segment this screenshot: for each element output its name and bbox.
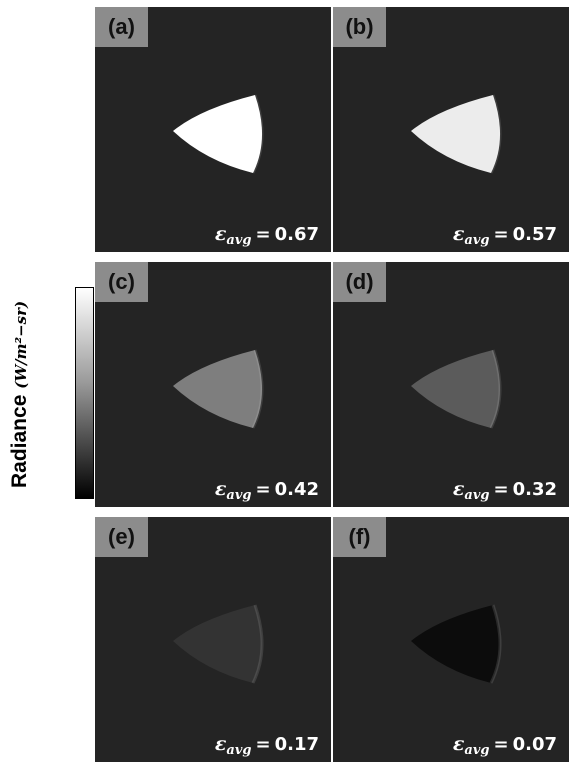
triangle-specimen xyxy=(173,349,264,429)
equals-sign: = xyxy=(493,734,509,755)
triangle-specimen-edge xyxy=(489,349,502,429)
panel-label: (e) xyxy=(108,524,135,549)
emissivity-value: 0.57 xyxy=(512,224,557,245)
equals-sign: = xyxy=(493,224,509,245)
colorbar-title-text: Radiance xyxy=(8,394,31,488)
emissivity-annotation: εavg = 0.17 xyxy=(215,733,319,758)
panel-label-box: (a) xyxy=(95,7,148,47)
epsilon-subscript: avg xyxy=(464,233,490,248)
epsilon-symbol: ε xyxy=(452,478,465,500)
panel-label: (c) xyxy=(108,269,135,294)
epsilon-subscript: avg xyxy=(226,743,252,758)
epsilon-subscript: avg xyxy=(464,488,490,503)
equals-sign: = xyxy=(255,734,271,755)
epsilon-subscript: avg xyxy=(464,743,490,758)
equals-sign: = xyxy=(493,479,509,500)
epsilon-subscript: avg xyxy=(226,488,252,503)
epsilon-symbol: ε xyxy=(214,733,227,755)
triangle-specimen-shape xyxy=(173,95,263,173)
panel-b: (b) εavg = 0.57 xyxy=(333,7,569,252)
triangle-specimen xyxy=(173,94,264,174)
panel-label-box: (d) xyxy=(333,262,386,302)
emissivity-annotation: εavg = 0.42 xyxy=(215,478,319,503)
panel-c: (c) εavg = 0.42 xyxy=(95,262,331,507)
panel-f: (f) εavg = 0.07 xyxy=(333,517,569,762)
triangle-specimen-shape xyxy=(173,605,263,683)
equals-sign: = xyxy=(255,479,271,500)
triangle-specimen-edge xyxy=(489,94,502,174)
emissivity-value: 0.17 xyxy=(274,734,319,755)
triangle-specimen-edge xyxy=(251,349,264,429)
colorbar xyxy=(75,287,94,499)
panel-d: (d) εavg = 0.32 xyxy=(333,262,569,507)
emissivity-value: 0.32 xyxy=(512,479,557,500)
triangle-specimen xyxy=(411,604,502,684)
panel-a: (a) εavg = 0.67 xyxy=(95,7,331,252)
panel-e: (e) εavg = 0.17 xyxy=(95,517,331,762)
emissivity-annotation: εavg = 0.67 xyxy=(215,223,319,248)
emissivity-annotation: εavg = 0.32 xyxy=(453,478,557,503)
panel-label-box: (f) xyxy=(333,517,386,557)
triangle-specimen-shape xyxy=(411,605,501,683)
emissivity-value: 0.67 xyxy=(274,224,319,245)
emissivity-value: 0.07 xyxy=(512,734,557,755)
emissivity-value: 0.42 xyxy=(274,479,319,500)
triangle-specimen-edge xyxy=(251,94,264,174)
triangle-specimen xyxy=(411,349,502,429)
colorbar-title: Radiance (W/m²−sr) xyxy=(8,301,32,488)
epsilon-subscript: avg xyxy=(226,233,252,248)
equals-sign: = xyxy=(255,224,271,245)
colorbar-unit: (W/m²−sr) xyxy=(12,300,30,389)
triangle-specimen-edge xyxy=(489,604,502,684)
panel-label-box: (e) xyxy=(95,517,148,557)
panel-label-box: (c) xyxy=(95,262,148,302)
panel-label-box: (b) xyxy=(333,7,386,47)
triangle-specimen-shape xyxy=(411,95,501,173)
emissivity-annotation: εavg = 0.07 xyxy=(453,733,557,758)
emissivity-annotation: εavg = 0.57 xyxy=(453,223,557,248)
epsilon-symbol: ε xyxy=(452,733,465,755)
panel-label: (b) xyxy=(345,14,374,39)
triangle-specimen-edge xyxy=(251,604,264,684)
epsilon-symbol: ε xyxy=(214,478,227,500)
epsilon-symbol: ε xyxy=(452,223,465,245)
triangle-specimen xyxy=(411,94,502,174)
triangle-specimen-shape xyxy=(173,350,263,428)
epsilon-symbol: ε xyxy=(214,223,227,245)
panel-label: (f) xyxy=(348,524,371,549)
triangle-specimen-shape xyxy=(411,350,501,428)
panel-label: (a) xyxy=(108,14,135,39)
panel-label: (d) xyxy=(345,269,374,294)
triangle-specimen xyxy=(173,604,264,684)
